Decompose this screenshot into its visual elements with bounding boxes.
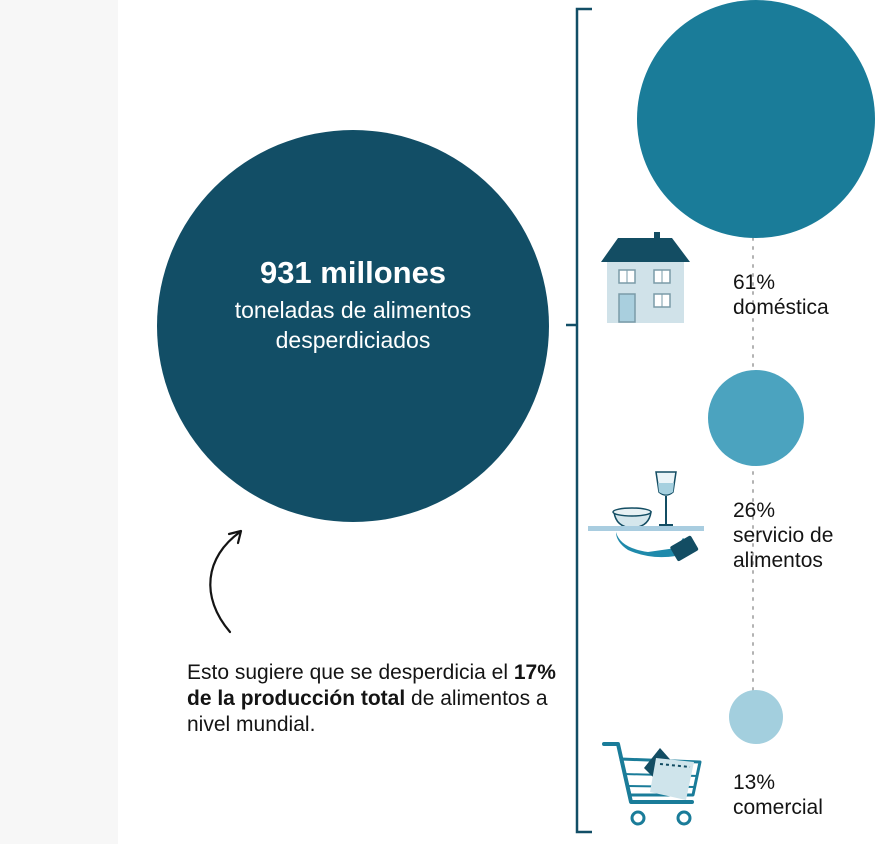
curved-arrow-icon bbox=[209, 529, 243, 634]
category-name: servicio de alimentos bbox=[733, 524, 834, 572]
category-percent: 13% bbox=[733, 771, 776, 794]
category-circle-retail bbox=[729, 690, 783, 744]
bracket bbox=[566, 7, 592, 834]
category-label-domestic: 61% doméstica bbox=[733, 270, 863, 320]
annotation-text-start: Esto sugiere que se desperdicia el bbox=[187, 661, 514, 684]
house-icon bbox=[601, 232, 690, 323]
category-name: doméstica bbox=[733, 296, 829, 319]
category-circle-food-service bbox=[708, 370, 804, 466]
total-value: 931 millones bbox=[259, 255, 447, 290]
serving-tray-icon bbox=[588, 471, 704, 562]
category-percent: 61% bbox=[733, 271, 776, 294]
total-waste-circle: 931 millones toneladas de alimentos desp… bbox=[157, 130, 549, 522]
annotation-text-end: de alimentos a nivel mundial. bbox=[187, 687, 548, 736]
annotation-text-highlight: 17% de la producción total bbox=[187, 661, 556, 710]
category-circle-domestic bbox=[637, 0, 875, 238]
total-description: toneladas de alimentos desperdiciados bbox=[234, 297, 472, 353]
category-label-retail: 13% comercial bbox=[733, 770, 863, 820]
category-percent: 26% bbox=[733, 499, 776, 522]
category-name: comercial bbox=[733, 796, 823, 819]
shopping-cart-icon bbox=[602, 742, 702, 826]
category-label-food-service: 26% servicio de alimentos bbox=[733, 498, 863, 573]
annotation-text: Esto sugiere que se desperdicia el 17% d… bbox=[187, 660, 567, 738]
